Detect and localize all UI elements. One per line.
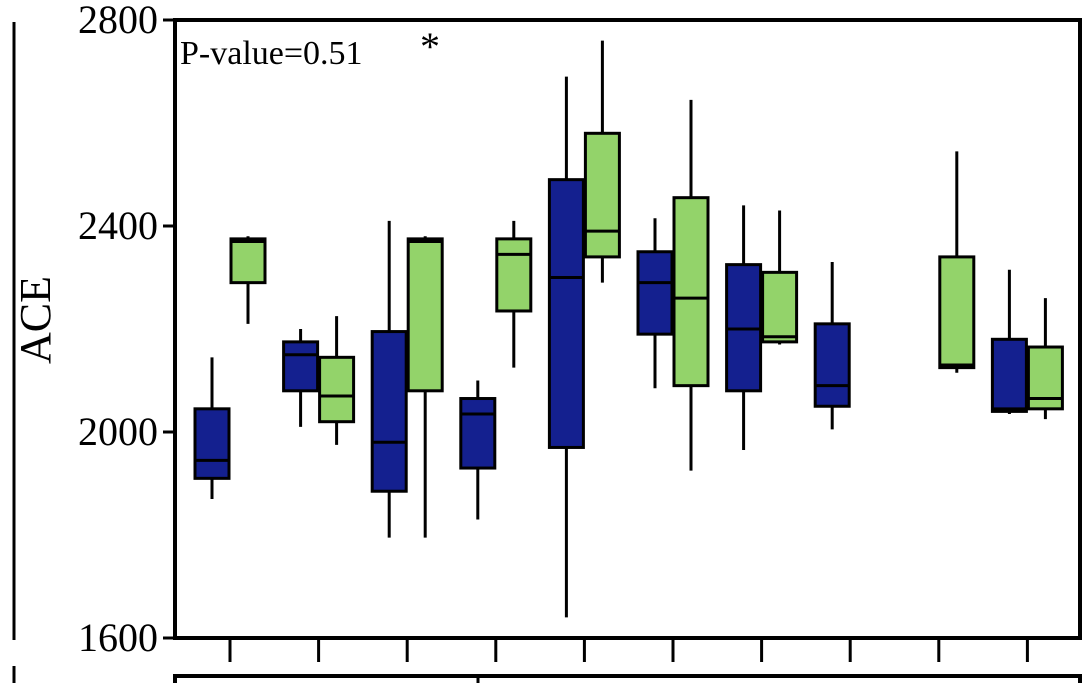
box-body (813, 322, 851, 408)
plot-frame (173, 18, 1082, 640)
green-box-7 (761, 210, 799, 345)
blue-box-5 (547, 76, 585, 618)
box-body (672, 196, 710, 388)
box-body (229, 237, 267, 285)
box-series-group (193, 40, 1064, 618)
y-tick-label: 2000 (78, 409, 158, 454)
y-axis: 2800 2400 2000 1600 (78, 0, 175, 660)
box-body (318, 355, 356, 424)
box-body (583, 131, 621, 259)
green-box-3 (406, 236, 444, 538)
box-body (495, 237, 533, 313)
green-box-9 (938, 151, 976, 373)
lower-panel-frame-top (173, 674, 1082, 683)
blue-box-4 (459, 380, 497, 520)
blue-box-2 (282, 329, 320, 427)
blue-box-3 (370, 220, 408, 538)
significance-asterisk: * (420, 24, 440, 69)
p-value-annotation: P-value=0.51 (180, 35, 363, 72)
green-box-1 (229, 236, 267, 324)
box-body (193, 407, 231, 480)
y-tick-label: 1600 (78, 615, 158, 660)
green-box-10 (1026, 298, 1064, 420)
blue-box-1 (193, 357, 231, 499)
box-body (761, 270, 799, 344)
blue-box-10 (990, 269, 1028, 414)
y-tick-label: 2400 (78, 203, 158, 248)
box-body (938, 255, 976, 370)
box-body (636, 250, 674, 336)
box-body (406, 237, 444, 393)
x-axis-ticks (228, 638, 1029, 662)
box-body (370, 330, 408, 493)
y-tick-label: 2800 (78, 0, 158, 42)
green-box-4 (495, 220, 533, 368)
box-body (459, 397, 497, 470)
green-box-2 (318, 316, 356, 445)
y-axis-title: ACE (11, 276, 60, 364)
blue-box-6 (636, 218, 674, 389)
box-body (990, 337, 1028, 413)
box-body (282, 340, 320, 393)
blue-box-8 (813, 262, 851, 430)
green-box-6 (672, 99, 710, 471)
box-body (547, 178, 585, 449)
green-box-5 (583, 40, 621, 283)
blue-box-7 (725, 205, 763, 451)
